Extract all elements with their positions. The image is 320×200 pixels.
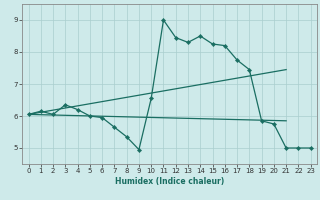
X-axis label: Humidex (Indice chaleur): Humidex (Indice chaleur) <box>115 177 224 186</box>
